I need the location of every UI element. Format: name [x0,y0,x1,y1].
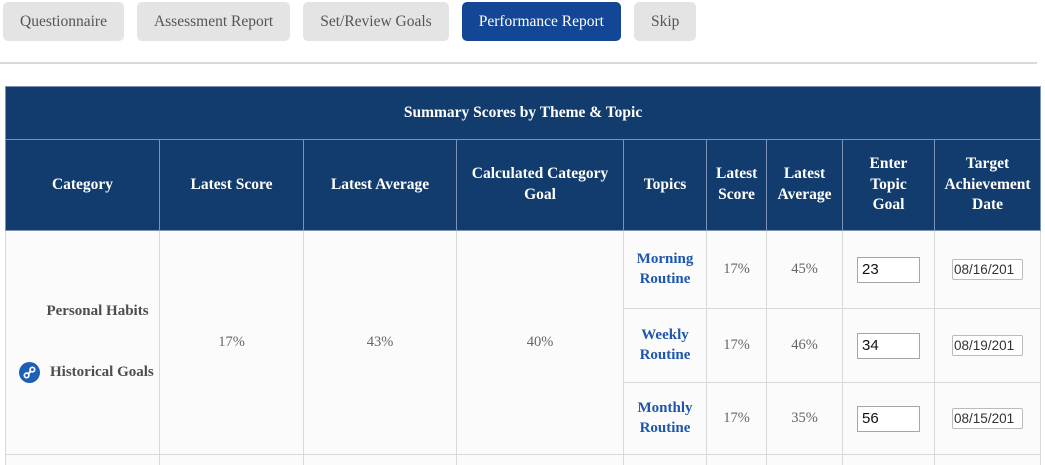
topic-link-morning-routine[interactable]: Morning Routine [636,251,694,287]
column-header-topics: Topics [623,139,707,231]
topic-cell: Morning Routine [623,230,707,309]
tab-set-review-goals[interactable]: Set/Review Goals [303,2,449,41]
table-title: Summary Scores by Theme & Topic [4,86,1042,140]
tabs-divider [0,62,1037,64]
target-date-input-weekly-routine[interactable] [952,335,1024,356]
table-row: Personal Habits Historical Goals 17% 43%… [5,230,1042,455]
tab-assessment-report[interactable]: Assessment Report [136,2,291,41]
tab-skip[interactable]: Skip [633,2,697,41]
category-latest-score: 17% [159,230,304,455]
tab-questionnaire[interactable]: Questionnaire [3,2,124,41]
topic-cell: Weekly Routine [623,308,707,383]
table-header-row: Category Latest Score Latest Average Cal… [5,139,1042,231]
target-date-input-morning-routine[interactable] [952,259,1024,280]
table-row-partial [5,454,1042,465]
column-header-calculated-category-goal: Calculated Category Goal [456,139,624,231]
historical-goals-label: Historical Goals [50,363,154,380]
topic-goal-input-morning-routine[interactable] [857,256,920,283]
table-row: Monthly Routine 17% 35% [6,382,1042,455]
topic-goal-cell [842,382,935,455]
topic-link-weekly-routine[interactable]: Weekly Routine [639,327,691,363]
target-date-cell [933,230,1042,309]
topic-latest-average: 45% [766,230,843,309]
column-header-category: Category [5,139,160,231]
column-header-target-achievement-date: Target Achievement Date [933,139,1042,231]
table-row: Weekly Routine 17% 46% [6,308,1042,383]
summary-scores-table: Summary Scores by Theme & Topic Category… [4,86,1042,465]
topic-latest-score: 17% [706,308,767,383]
topic-goal-cell [842,308,935,383]
category-cell: Personal Habits Historical Goals [5,230,160,455]
topic-latest-average: 35% [766,382,843,455]
calculated-category-goal: 40% [456,230,624,455]
target-date-input-monthly-routine[interactable] [952,408,1024,429]
target-date-cell [933,308,1042,383]
column-header-latest-average: Latest Average [303,139,457,231]
target-date-cell [933,382,1042,455]
column-header-topic-latest-average: Latest Average [766,139,843,231]
column-header-topic-latest-score: Latest Score [706,139,767,231]
tab-performance-report[interactable]: Performance Report [461,2,621,41]
tab-bar: Questionnaire Assessment Report Set/Revi… [0,0,1045,41]
historical-goals-link[interactable]: Historical Goals [19,361,159,383]
table-title-row: Summary Scores by Theme & Topic [4,86,1042,140]
column-header-latest-score: Latest Score [159,139,304,231]
topic-latest-score: 17% [706,230,767,309]
column-header-enter-topic-goal: Enter Topic Goal [842,139,935,231]
topic-latest-average: 46% [766,308,843,383]
topic-link-monthly-routine[interactable]: Monthly Routine [637,400,693,436]
topic-cell: Monthly Routine [623,382,707,455]
topic-goal-input-weekly-routine[interactable] [857,332,920,359]
category-latest-average: 43% [303,230,457,455]
category-name: Personal Habits [46,302,149,319]
topic-goal-cell [842,230,935,309]
topic-goal-input-monthly-routine[interactable] [857,405,920,432]
topic-latest-score: 17% [706,382,767,455]
link-icon [19,361,40,383]
